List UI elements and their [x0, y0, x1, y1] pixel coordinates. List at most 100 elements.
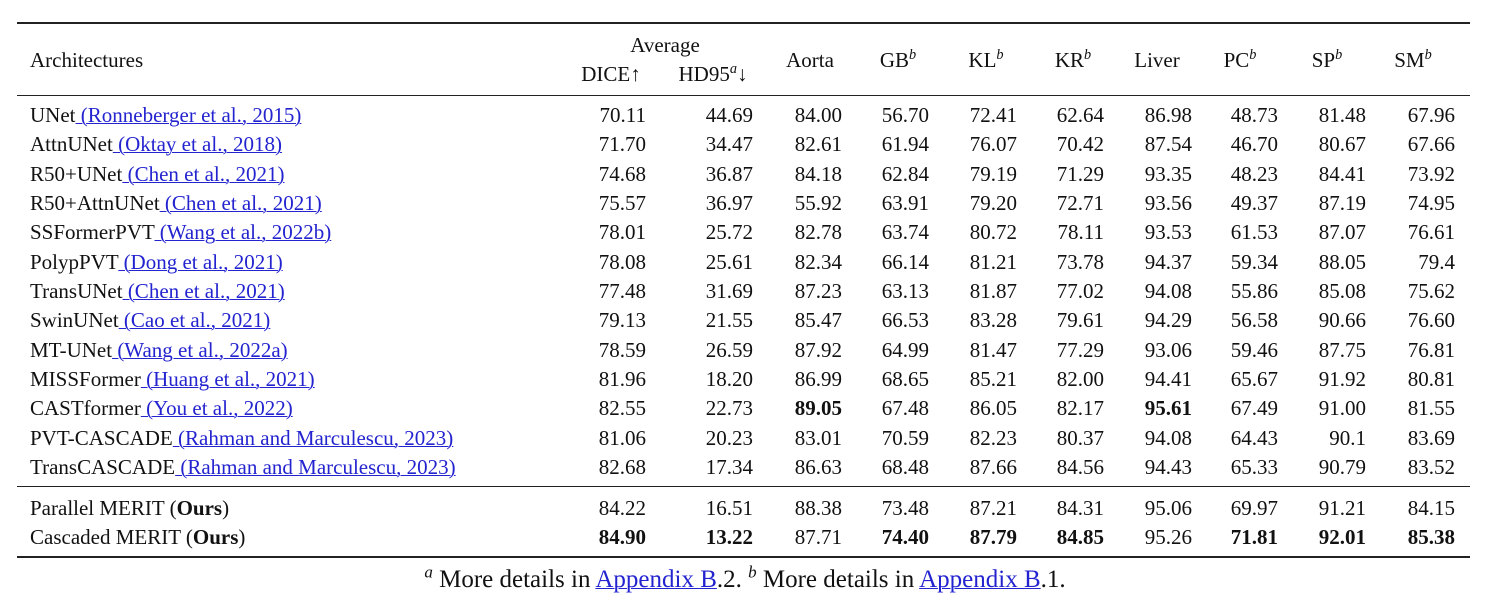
table-cell: 36.87: [705, 161, 753, 186]
table-cell: 56.70: [881, 103, 929, 127]
table-cell: 87.07: [1318, 220, 1366, 245]
header-label: KR: [1054, 48, 1085, 72]
table-cell: 46.70: [1230, 132, 1278, 157]
citation-link[interactable]: (Oktay et al., 2018): [112, 132, 282, 157]
citation-link[interactable]: (Chen et al., 2021): [122, 161, 285, 186]
table-cell: 94.29: [1144, 308, 1192, 333]
ours-label: Ours: [192, 525, 239, 549]
table-cell: 68.48: [881, 454, 929, 479]
table-cell: 88.05: [1318, 249, 1366, 274]
row-name: SSFormerPVT (Wang et al., 2022b): [30, 218, 331, 246]
table-cell: 36.97: [705, 190, 753, 215]
table-cell: 93.53: [1144, 220, 1192, 245]
table-cell: 21.55: [705, 308, 753, 333]
header-arrow: ↓: [736, 62, 748, 86]
table-cell: 76.07: [969, 132, 1017, 157]
table-cell: 83.28: [969, 308, 1017, 333]
table-cell: 80.37: [1056, 425, 1104, 450]
table-cell: 26.59: [705, 337, 753, 362]
table-cell: 78.11: [1057, 220, 1104, 245]
table-cell: 81.96: [598, 366, 646, 391]
header-cell: DICE↑: [581, 60, 641, 88]
table-cell: 83.01: [794, 425, 842, 450]
table-cell: 85.38: [1407, 525, 1455, 549]
citation-link[interactable]: (Dong et al., 2021): [118, 249, 283, 274]
table-cell: 87.75: [1318, 337, 1366, 362]
table-cell: 25.61: [705, 249, 753, 274]
table-cell: 49.37: [1230, 190, 1278, 215]
footnote-text: More details in: [756, 566, 920, 593]
appendix-link[interactable]: Appendix B: [595, 566, 717, 593]
table-cell: 16.51: [705, 496, 753, 520]
header-label: SP: [1311, 48, 1336, 72]
citation-link[interactable]: (Rahman and Marculescu, 2023): [175, 454, 456, 479]
table-cell: 82.55: [598, 396, 646, 421]
header-label: Liver: [1134, 48, 1180, 72]
appendix-link[interactable]: Appendix B: [919, 566, 1041, 593]
table-cell: 80.67: [1318, 132, 1366, 157]
architecture-name: PolypPVT: [30, 249, 119, 274]
table-cell: 87.54: [1144, 132, 1192, 157]
table-cell: 87.79: [969, 525, 1017, 549]
table-cell: 81.87: [969, 278, 1017, 303]
table-cell: 88.38: [794, 496, 842, 520]
table-cell: 94.08: [1144, 425, 1192, 450]
table-cell: 94.41: [1144, 366, 1192, 391]
table-cell: 84.15: [1407, 496, 1455, 520]
table-cell: 69.97: [1230, 496, 1278, 520]
table-cell: 82.61: [794, 132, 842, 157]
citation-link[interactable]: (Chen et al., 2021): [122, 278, 285, 303]
table-cell: 87.23: [794, 278, 842, 303]
table-cell: 95.26: [1144, 525, 1192, 549]
header-cell: KLb: [968, 46, 1003, 74]
table-cell: 79.13: [598, 308, 646, 333]
table-cell: 95.61: [1144, 396, 1192, 421]
table-cell: 72.71: [1056, 190, 1104, 215]
citation-link[interactable]: (Wang et al., 2022b): [154, 220, 332, 245]
row-name: PVT-CASCADE (Rahman and Marculescu, 2023…: [30, 424, 453, 452]
table-cell: 85.21: [969, 366, 1017, 391]
table-cell: 62.64: [1056, 103, 1104, 127]
table-cell: 22.73: [705, 396, 753, 421]
table-cell: 79.4: [1418, 249, 1455, 274]
table-cell: 77.02: [1056, 278, 1104, 303]
table-cell: 65.67: [1230, 366, 1278, 391]
row-name: R50+UNet (Chen et al., 2021): [30, 160, 284, 188]
citation-link[interactable]: (Rahman and Marculescu, 2023): [172, 425, 454, 450]
table-cell: 93.06: [1144, 337, 1192, 362]
citation-link[interactable]: (Cao et al., 2021): [118, 308, 271, 333]
table-cell: 76.81: [1407, 337, 1455, 362]
table-cell: 77.29: [1056, 337, 1104, 362]
table-cell: 48.23: [1230, 161, 1278, 186]
table-cell: 91.00: [1318, 396, 1366, 421]
table-cell: 84.00: [794, 103, 842, 127]
header-label: KL: [968, 48, 997, 72]
header-superscript: b: [996, 47, 1004, 63]
table-cell: 70.11: [599, 103, 646, 127]
header-cell: GBb: [880, 46, 916, 74]
table-cell: 56.58: [1230, 308, 1278, 333]
table-cell: 82.23: [969, 425, 1017, 450]
row-name: UNet (Ronneberger et al., 2015): [30, 101, 301, 129]
table-cell: 84.22: [598, 496, 646, 520]
footnote-text: .2.: [716, 566, 749, 593]
citation-link[interactable]: (You et al., 2022): [140, 396, 293, 421]
table-cell: 87.92: [794, 337, 842, 362]
table-cell: 74.68: [598, 161, 646, 186]
row-name: MISSFormer (Huang et al., 2021): [30, 365, 315, 393]
table-cell: 73.48: [881, 496, 929, 520]
architecture-name: MT-UNet: [30, 337, 113, 362]
table-cell: 71.81: [1230, 525, 1278, 549]
table-cell: 79.20: [969, 190, 1017, 215]
row-name: PolypPVT (Dong et al., 2021): [30, 248, 283, 276]
header-superscript: b: [1084, 47, 1092, 63]
citation-link[interactable]: (Chen et al., 2021): [159, 190, 322, 215]
table-cell: 68.65: [881, 366, 929, 391]
table-cell: 80.72: [969, 220, 1017, 245]
table-cell: 64.99: [881, 337, 929, 362]
citation-link[interactable]: (Ronneberger et al., 2015): [75, 103, 302, 127]
citation-link[interactable]: (Huang et al., 2021): [140, 366, 315, 391]
citation-link[interactable]: (Wang et al., 2022a): [112, 337, 288, 362]
table-cell: 81.48: [1318, 103, 1366, 127]
table-cell: 81.06: [598, 425, 646, 450]
